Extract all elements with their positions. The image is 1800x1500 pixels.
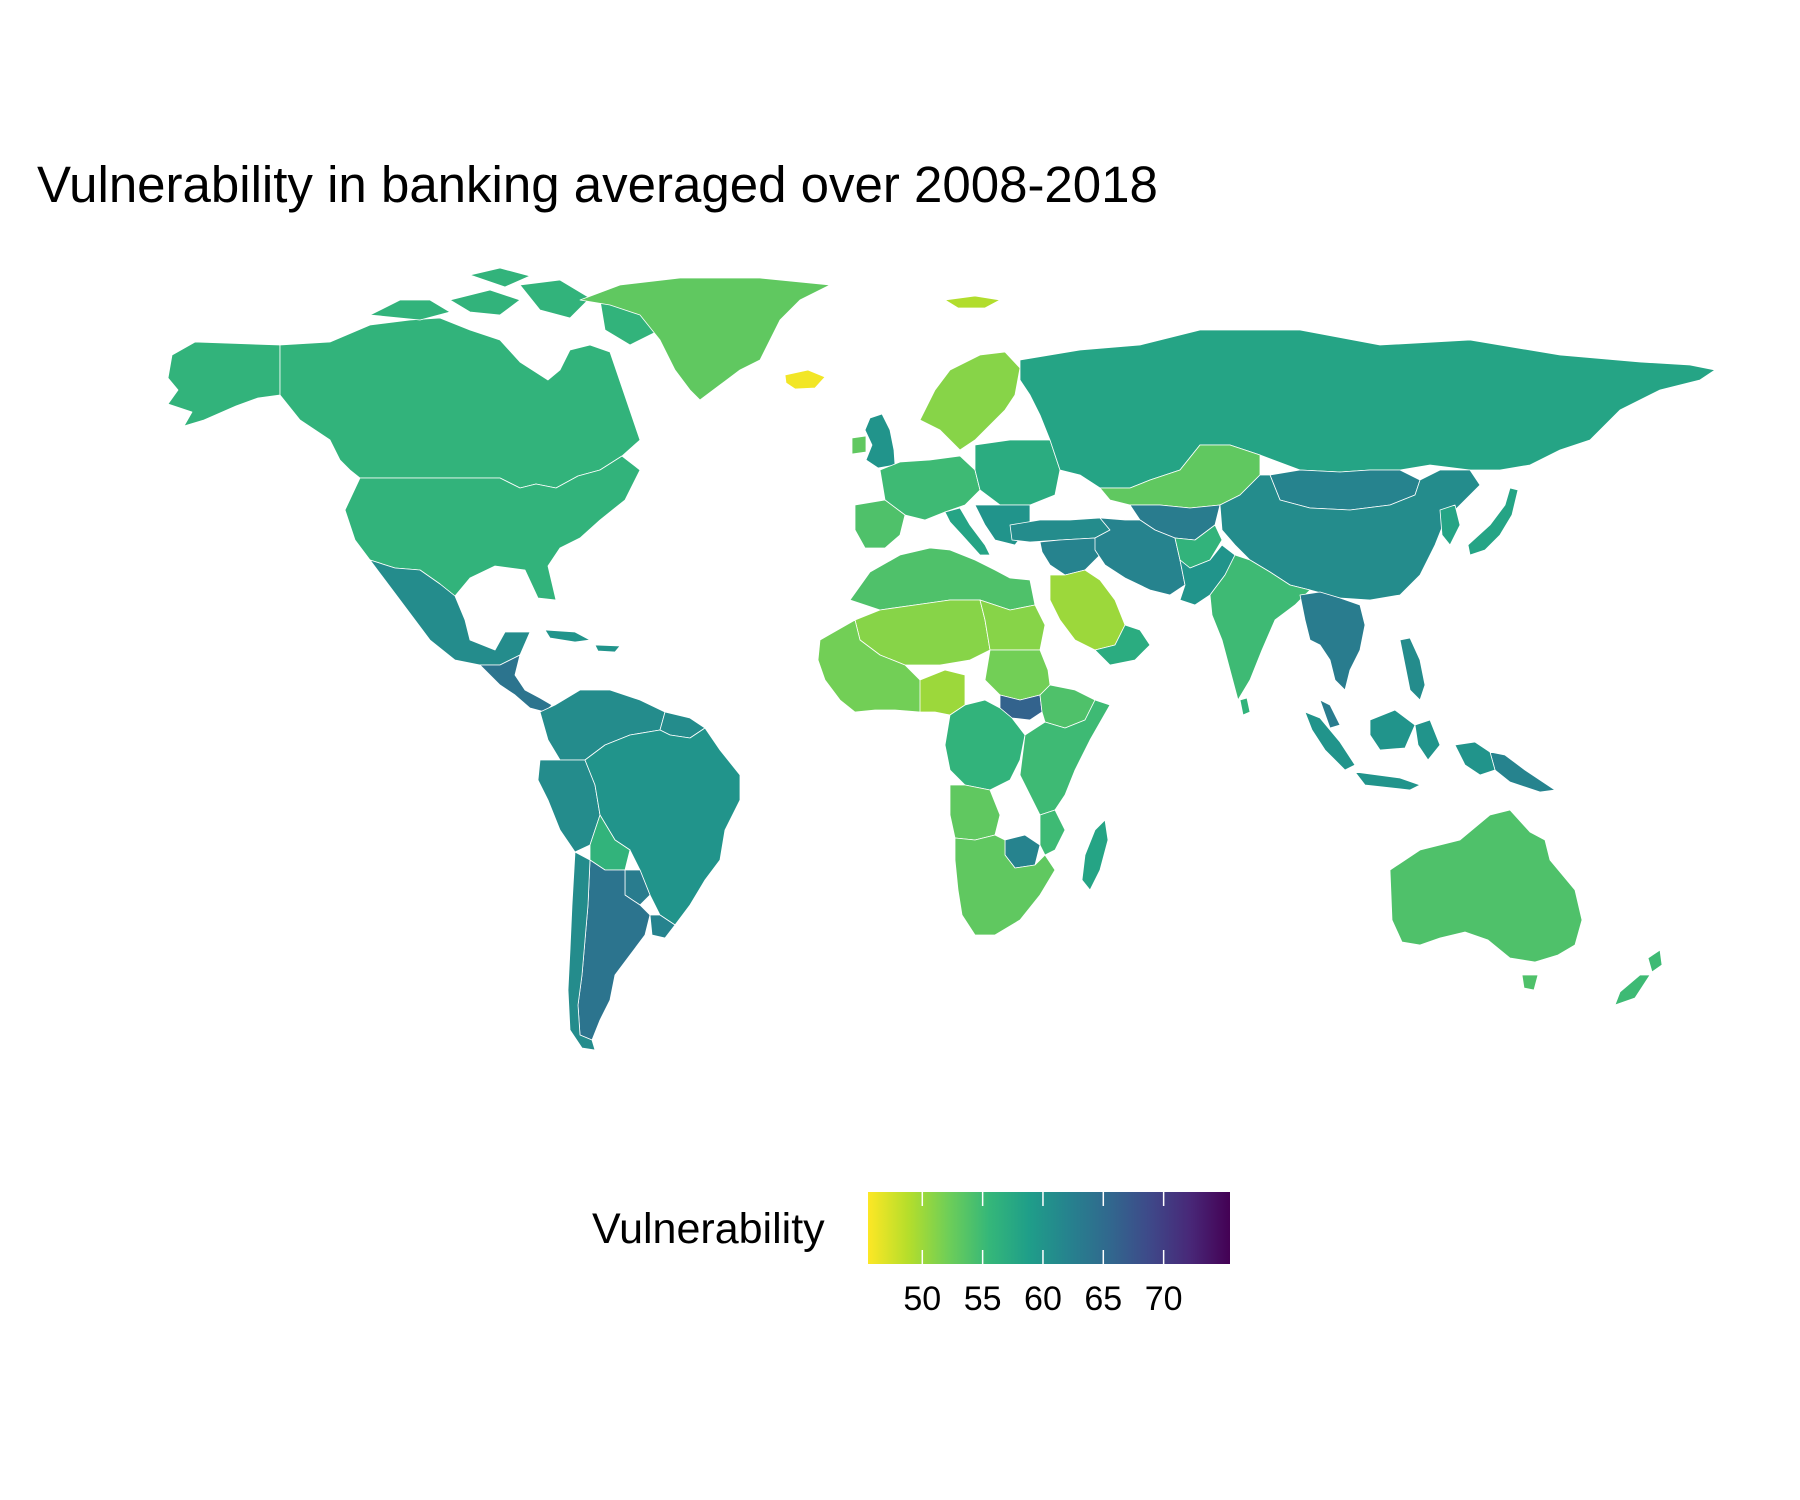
region-korea [1439,504,1461,546]
region-india [1209,554,1311,701]
legend-tick-label: 50 [903,1280,942,1318]
region-canadian-arctic [369,267,661,346]
region-madagascar [1081,819,1109,891]
legend-tick-label: 70 [1144,1280,1183,1318]
region-southeast-asia [1299,591,1366,729]
region-new-zealand [1614,949,1663,1006]
region-papua-new-guinea [1489,751,1556,793]
region-mozambique [1039,809,1066,856]
region-ireland [851,435,867,455]
region-russia [1019,329,1716,489]
region-scandinavia [919,351,1021,451]
region-canada [279,317,641,489]
region-central-america [479,654,553,713]
region-new-guinea-west [1454,741,1496,776]
region-east-africa [1019,699,1111,816]
region-australia [1389,809,1583,963]
region-middle-east [1039,537,1101,576]
legend-tick-label: 65 [1084,1280,1123,1318]
legend-tick-label: 60 [1024,1280,1062,1318]
region-angola [949,784,1001,841]
region-nigeria [919,669,966,716]
region-philippines [1399,637,1426,701]
region-saudi-arabia [1049,569,1126,651]
region-alaska [167,341,281,427]
legend-tick-label: 55 [963,1280,1002,1318]
region-greenland [579,277,831,401]
region-sri-lanka [1239,697,1251,716]
legend-colorbar [868,1192,1230,1264]
region-uruguay [649,914,676,939]
colorbar-gradient [868,1192,1230,1264]
region-indonesia [1304,709,1441,791]
regions-layer [167,267,1716,1051]
region-united-kingdom [864,413,896,469]
region-tasmania [1521,974,1539,991]
region-libya-egypt [979,599,1046,651]
region-svalbard [944,295,1001,309]
region-iran [1094,517,1186,596]
region-iberia [854,499,906,549]
region-central-africa [944,699,1026,791]
colorbar-ticks [921,1192,1165,1264]
region-mexico [369,559,531,666]
map-title: Vulnerability in banking averaged over 2… [37,156,1158,213]
region-italy [944,507,991,556]
region-caribbean [544,629,621,653]
region-japan [1467,487,1519,556]
region-sudan [984,649,1051,701]
region-southern-africa [954,834,1056,936]
region-gulf [1094,624,1151,666]
region-iceland [784,369,826,390]
region-chile [567,851,596,1051]
legend-title: Vulnerability [592,1205,825,1253]
region-eastern-europe [974,439,1061,506]
